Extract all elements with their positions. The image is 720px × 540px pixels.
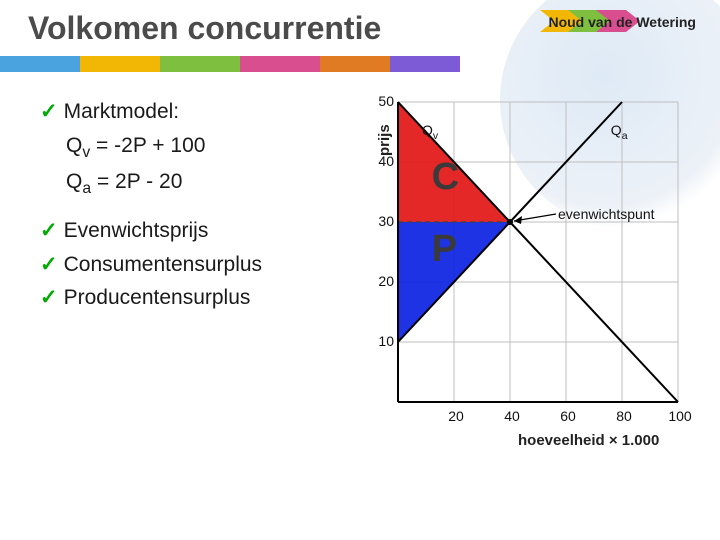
author-name: Noud van de Wetering (548, 14, 696, 30)
bullet-consumentensurplus: ✓ Consumentensurplus (40, 249, 332, 281)
x-tick-label: 40 (498, 408, 526, 424)
check-icon: ✓ (40, 286, 58, 309)
y-tick-label: 40 (374, 153, 394, 169)
bullet-marktmodel: ✓ Marktmodel: (40, 96, 332, 128)
x-tick-label: 80 (610, 408, 638, 424)
bullet-text: Producentensurplus (64, 286, 251, 309)
bullet-qa-formula: Qa = 2P - 20 (40, 166, 332, 201)
check-icon: ✓ (40, 100, 58, 123)
x-tick-label: 100 (666, 408, 694, 424)
check-icon: ✓ (40, 219, 58, 242)
region-label-p: P (432, 228, 457, 271)
bullet-text: Evenwichtsprijs (64, 219, 209, 242)
y-tick-label: 30 (374, 213, 394, 229)
x-axis-label: hoeveelheid × 1.000 (518, 432, 659, 449)
chart-container: prijs hoeveelheid × 1.000 10 20 30 40 50 20 40… (340, 92, 720, 540)
y-tick-label: 50 (374, 93, 394, 109)
supply-demand-chart (340, 92, 720, 472)
bullet-qv-formula: Qv = -2P + 100 (40, 130, 332, 165)
series-label-qv: Qv (422, 122, 438, 142)
y-tick-label: 20 (374, 273, 394, 289)
header-stripe (0, 56, 460, 72)
check-icon: ✓ (40, 253, 58, 276)
bullet-evenwichtsprijs: ✓ Evenwichtsprijs (40, 215, 332, 247)
bullet-list: ✓ Marktmodel: Qv = -2P + 100 Qa = 2P - 20… (0, 92, 340, 540)
bullet-text: Consumentensurplus (64, 253, 262, 276)
bullet-producentensurplus: ✓ Producentensurplus (40, 282, 332, 314)
region-label-c: C (432, 156, 459, 199)
bullet-text: Marktmodel: (64, 100, 180, 123)
series-label-qa: Qa (611, 122, 628, 142)
x-tick-label: 60 (554, 408, 582, 424)
equilibrium-label: evenwichtspunt (558, 206, 655, 222)
x-tick-label: 20 (442, 408, 470, 424)
y-tick-label: 10 (374, 333, 394, 349)
y-axis-label: prijs (376, 124, 393, 156)
